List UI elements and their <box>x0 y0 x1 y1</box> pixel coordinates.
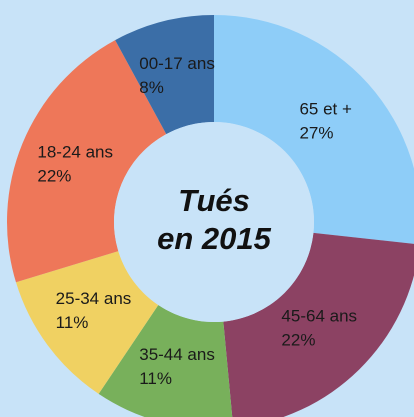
chart-title: Tués en 2015 <box>157 183 272 256</box>
donut-slice <box>214 15 414 244</box>
donut-slice <box>98 305 233 417</box>
slice-value-label: 8% <box>139 78 164 97</box>
donut-slice <box>223 232 414 417</box>
slice-value-label: 22% <box>281 330 315 349</box>
slice-label: 65 et + <box>299 99 352 118</box>
slice-value-label: 27% <box>299 123 333 142</box>
slice-label: 25-34 ans <box>56 289 132 308</box>
donut-slice <box>6 40 167 283</box>
donut-hole <box>114 122 314 322</box>
slice-label: 18-24 ans <box>37 143 113 162</box>
donut-slice <box>15 251 159 394</box>
slice-label: 45-64 ans <box>281 306 357 325</box>
slice-label: 00-17 ans <box>139 54 215 73</box>
donut-slice <box>115 15 214 135</box>
slice-label: 35-44 ans <box>139 345 215 364</box>
slice-value-label: 11% <box>139 369 172 388</box>
slice-value-label: 11% <box>56 313 89 332</box>
slice-value-label: 22% <box>37 167 71 186</box>
